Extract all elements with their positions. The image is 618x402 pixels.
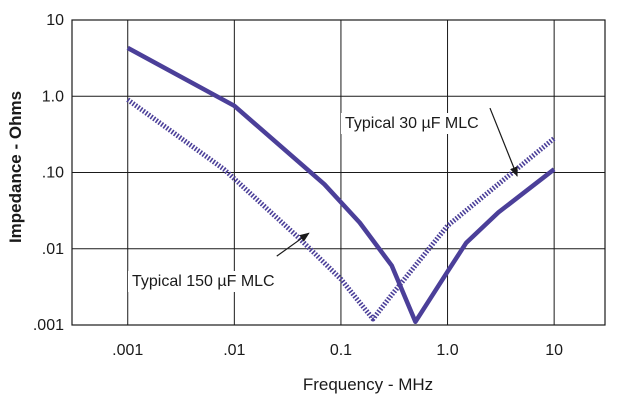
x-axis-title: Frequency - MHz: [303, 375, 433, 394]
y-axis-title: Impedance - Ohms: [6, 91, 25, 243]
x-tick-label: 0.1: [330, 342, 352, 359]
annotation-arrow: [489, 107, 518, 177]
tick-labels: 10 1.0 .10 .01 .001 .001 .01 0.1 1.0 10: [33, 12, 563, 359]
x-tick-label: .01: [223, 342, 245, 359]
x-tick-label: .001: [112, 342, 143, 359]
annotation-150uf-label: Typical 150 µF MLC: [132, 273, 275, 290]
series-150uf-line: [126, 97, 556, 322]
annotations: Typical 30 µF MLC Typical 150 µF MLC: [128, 107, 518, 292]
series-30uf-line: [126, 45, 556, 325]
plot-frame: [71, 19, 606, 326]
y-tick-label: .10: [42, 165, 64, 182]
y-tick-label: .001: [33, 317, 64, 334]
y-tick-label: .01: [42, 241, 64, 258]
series-layer: [126, 45, 556, 325]
x-tick-label: 1.0: [436, 342, 458, 359]
x-tick-label: 10: [545, 342, 563, 359]
annotation-30uf-label: Typical 30 µF MLC: [345, 115, 479, 132]
annotation-arrow: [276, 232, 310, 257]
y-tick-label: 1.0: [42, 88, 64, 105]
y-tick-label: 10: [46, 12, 64, 29]
annotation-background: [341, 113, 483, 134]
annotation-background: [128, 271, 279, 292]
